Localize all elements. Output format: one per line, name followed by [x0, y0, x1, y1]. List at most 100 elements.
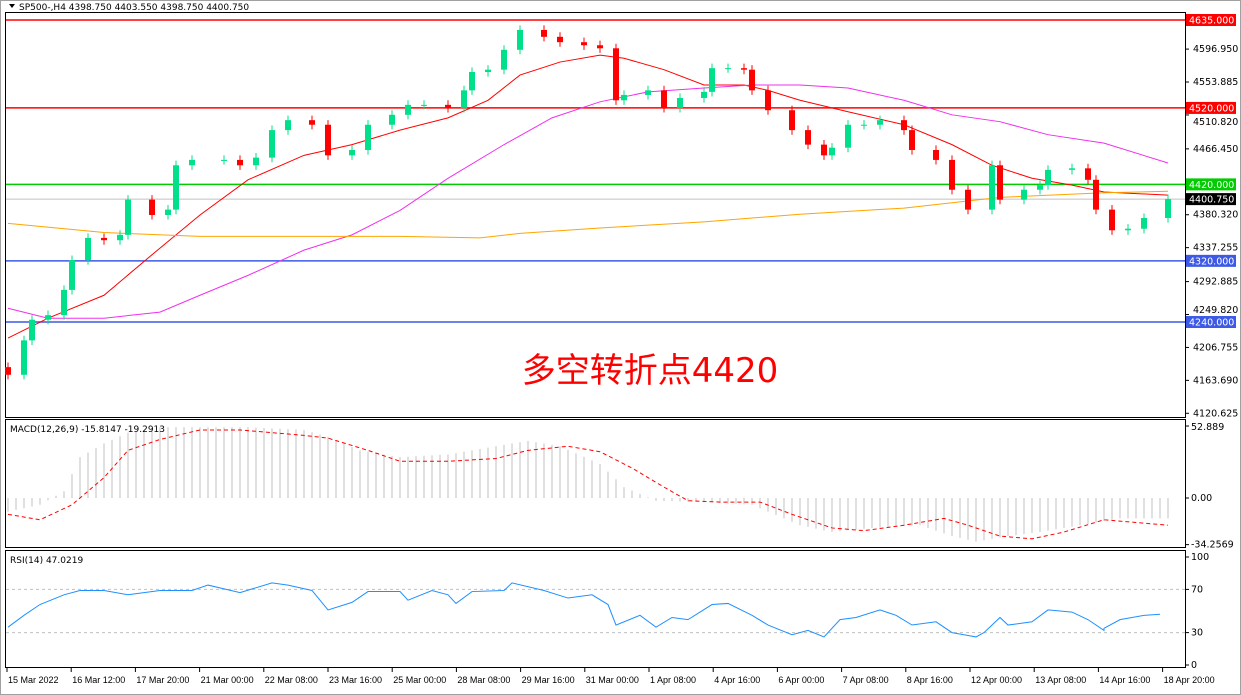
candle-body	[1069, 168, 1075, 170]
price-level-label: 4240.000	[1189, 318, 1234, 329]
candle-body	[1045, 169, 1051, 186]
x-tick-label: 15 Mar 2022	[8, 675, 59, 685]
y-tick-label: 4380.320	[1193, 210, 1238, 221]
candle-body	[997, 165, 1003, 200]
moving-average-line	[7, 84, 1169, 319]
candle-body	[613, 48, 619, 101]
candle-body	[1165, 199, 1171, 219]
candle-body	[901, 120, 907, 131]
rsi-line	[7, 582, 1161, 638]
candle-body	[1093, 179, 1099, 210]
x-tick-label: 12 Apr 00:00	[971, 675, 1022, 685]
candle-body	[5, 367, 11, 375]
candle-body	[1037, 185, 1043, 190]
x-tick-label: 6 Apr 00:00	[778, 675, 824, 685]
x-tick-label: 29 Mar 16:00	[522, 675, 575, 685]
candle-body	[597, 45, 603, 49]
x-tick-label: 1 Apr 08:00	[650, 675, 696, 685]
triangle-down-icon[interactable]	[9, 4, 15, 8]
candle-body	[21, 340, 27, 375]
y-tick-label: 0.00	[1191, 493, 1212, 504]
candle-body	[85, 237, 91, 261]
candle-body	[61, 289, 67, 316]
y-tick-label: 4249.820	[1193, 305, 1238, 316]
x-tick-label: 21 Mar 00:00	[201, 675, 254, 685]
x-tick-label: 13 Apr 08:00	[1035, 675, 1086, 685]
price-level-tag	[1186, 178, 1236, 191]
candle-body	[253, 157, 259, 166]
price-level-label: 4420.000	[1189, 180, 1234, 191]
time-axis: 15 Mar 2022 16 Mar 12:00 17 Mar 20:00 21 Ma…	[6, 668, 1215, 685]
candle-body	[989, 165, 995, 210]
candle-body	[421, 104, 427, 106]
candle-body	[877, 120, 883, 125]
candle-body	[125, 199, 131, 235]
candle-body	[933, 149, 939, 160]
y-tick-label: 4337.255	[1193, 243, 1238, 254]
y-tick-label: 52.889	[1191, 422, 1224, 433]
candle-body	[749, 69, 755, 91]
candle-body	[325, 124, 331, 156]
candle-body	[469, 71, 475, 91]
candle-body	[845, 124, 851, 148]
candle-body	[269, 130, 275, 158]
candle-body	[445, 104, 451, 108]
y-tick-label: 4466.450	[1193, 144, 1238, 155]
x-tick-label: 16 Mar 12:00	[72, 675, 125, 685]
candle-body	[501, 49, 507, 70]
macd-panel-frame	[5, 419, 1186, 548]
price-panel: 4596.950 4553.885 4510.820 4466.450 4380.320…	[5, 14, 1238, 419]
price-level-label: 4635.000	[1189, 16, 1234, 27]
current-price-tag	[1186, 193, 1236, 206]
candle-body	[1085, 168, 1091, 180]
candle-body	[189, 159, 195, 166]
candle-body	[765, 90, 771, 111]
candle-body	[29, 319, 35, 341]
x-tick-label: 18 Apr 20:00	[1164, 675, 1215, 685]
y-tick-label: 100	[1191, 552, 1209, 563]
x-tick-label: 22 Mar 08:00	[265, 675, 318, 685]
macd-panel: 52.889 0.00 -34.2569	[7, 422, 1234, 551]
candle-body	[581, 42, 587, 46]
annotation-text: 多空转折点4420	[522, 351, 779, 391]
candle-body	[173, 165, 179, 210]
price-level-label: 4320.000	[1189, 256, 1234, 267]
y-tick-label: 0	[1191, 660, 1197, 671]
price-level-tag	[1186, 316, 1236, 329]
x-tick-label: 8 Apr 16:00	[907, 675, 953, 685]
chart-title: SP500-,H4 4398.750 4403.550 4398.750 440…	[19, 3, 249, 13]
candle-body	[165, 209, 171, 215]
x-tick-label: 4 Apr 16:00	[714, 675, 760, 685]
candle-body	[909, 130, 915, 150]
rsi-label: RSI(14) 47.0219	[10, 556, 83, 566]
candle-body	[789, 110, 795, 131]
y-tick-label: 4553.885	[1193, 77, 1238, 88]
moving-average-line	[7, 54, 1169, 339]
y-tick-label: 70	[1191, 584, 1203, 595]
candle-body	[101, 237, 107, 241]
y-tick-label: 30	[1191, 628, 1203, 639]
price-level-label: 4520.000	[1189, 103, 1234, 114]
y-tick-label: -34.2569	[1191, 540, 1234, 551]
candle-body	[517, 29, 523, 50]
candle-body	[965, 189, 971, 210]
candle-body	[1141, 218, 1147, 229]
x-tick-label: 17 Mar 20:00	[136, 675, 189, 685]
y-tick-label: 4120.625	[1193, 408, 1238, 419]
candle-body	[557, 36, 563, 43]
candle-body	[149, 199, 155, 215]
y-tick-label: 4510.820	[1193, 117, 1238, 128]
moving-average-line	[7, 190, 1169, 239]
price-level-tag	[1186, 101, 1236, 114]
candle-body	[1125, 228, 1131, 231]
candle-body	[1021, 189, 1027, 200]
candle-body	[725, 68, 731, 70]
candle-body	[485, 69, 491, 72]
candle-body	[829, 147, 835, 156]
candle-body	[821, 144, 827, 156]
candle-body	[861, 124, 867, 126]
y-tick-label: 4163.690	[1193, 375, 1238, 386]
candle-body	[677, 97, 683, 108]
